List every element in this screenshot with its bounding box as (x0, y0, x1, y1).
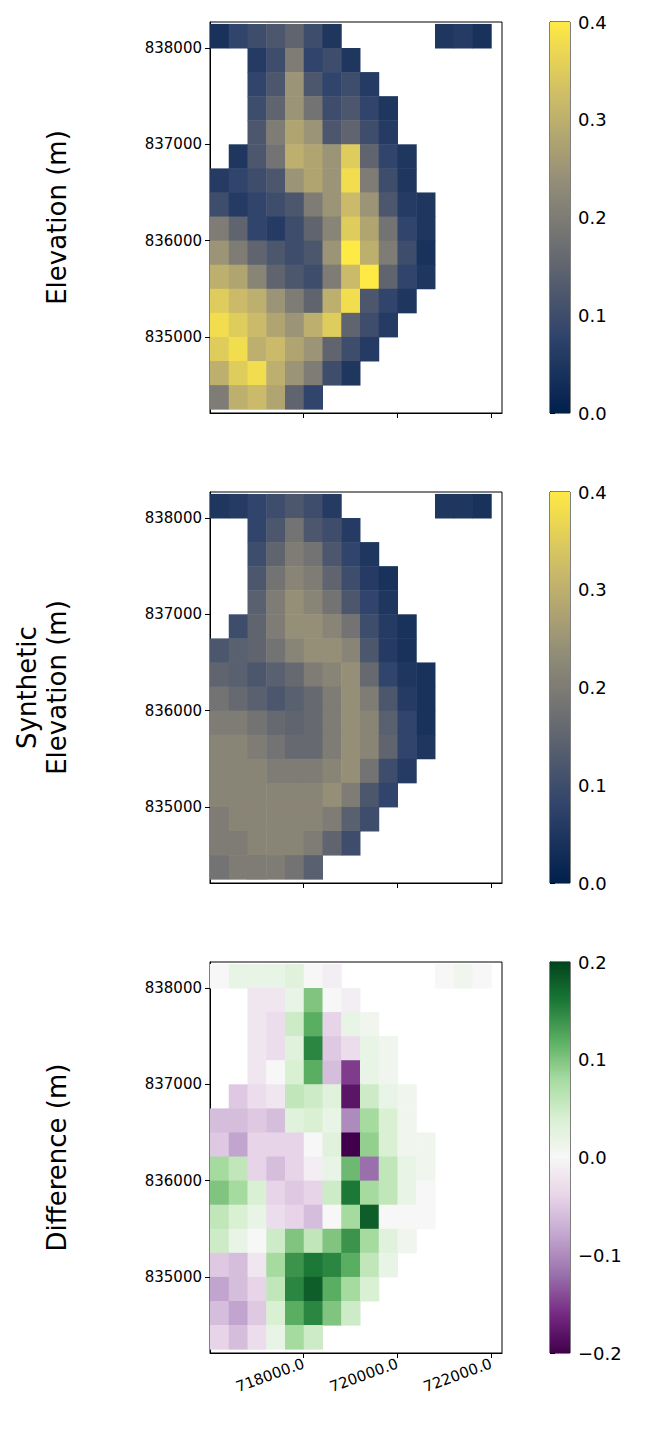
svg-text:0.4: 0.4 (578, 482, 607, 503)
svg-text:Difference (m): Difference (m) (42, 1064, 72, 1252)
svg-text:0.2: 0.2 (578, 677, 607, 698)
svg-text:0.2: 0.2 (578, 207, 607, 228)
svg-text:0.3: 0.3 (578, 579, 607, 600)
svg-text:0.0: 0.0 (578, 1147, 607, 1168)
svg-text:Synthetic: Synthetic (12, 626, 42, 749)
svg-text:−0.2: −0.2 (578, 1343, 622, 1364)
svg-text:0.1: 0.1 (578, 1049, 607, 1070)
svg-text:0.2: 0.2 (578, 952, 607, 973)
svg-text:835000: 835000 (145, 798, 202, 816)
svg-text:836000: 836000 (145, 1172, 202, 1190)
svg-text:Elevation (m): Elevation (m) (42, 600, 72, 775)
svg-text:0.3: 0.3 (578, 109, 607, 130)
svg-text:0.0: 0.0 (578, 403, 607, 424)
svg-text:0.0: 0.0 (578, 873, 607, 894)
svg-text:Elevation (m): Elevation (m) (42, 130, 72, 305)
svg-text:838000: 838000 (145, 979, 202, 997)
svg-text:838000: 838000 (145, 39, 202, 57)
svg-text:0.1: 0.1 (578, 305, 607, 326)
svg-text:838000: 838000 (145, 509, 202, 527)
svg-text:718000.0: 718000.0 (233, 1355, 306, 1396)
svg-text:837000: 837000 (145, 1075, 202, 1093)
svg-text:837000: 837000 (145, 135, 202, 153)
svg-text:−0.1: −0.1 (578, 1245, 622, 1266)
svg-text:0.4: 0.4 (578, 12, 607, 33)
svg-text:836000: 836000 (145, 232, 202, 250)
svg-text:722000.0: 722000.0 (421, 1355, 494, 1396)
svg-text:835000: 835000 (145, 1268, 202, 1286)
svg-text:835000: 835000 (145, 328, 202, 346)
svg-text:836000: 836000 (145, 702, 202, 720)
svg-text:837000: 837000 (145, 605, 202, 623)
svg-text:0.1: 0.1 (578, 775, 607, 796)
svg-text:720000.0: 720000.0 (327, 1355, 400, 1396)
